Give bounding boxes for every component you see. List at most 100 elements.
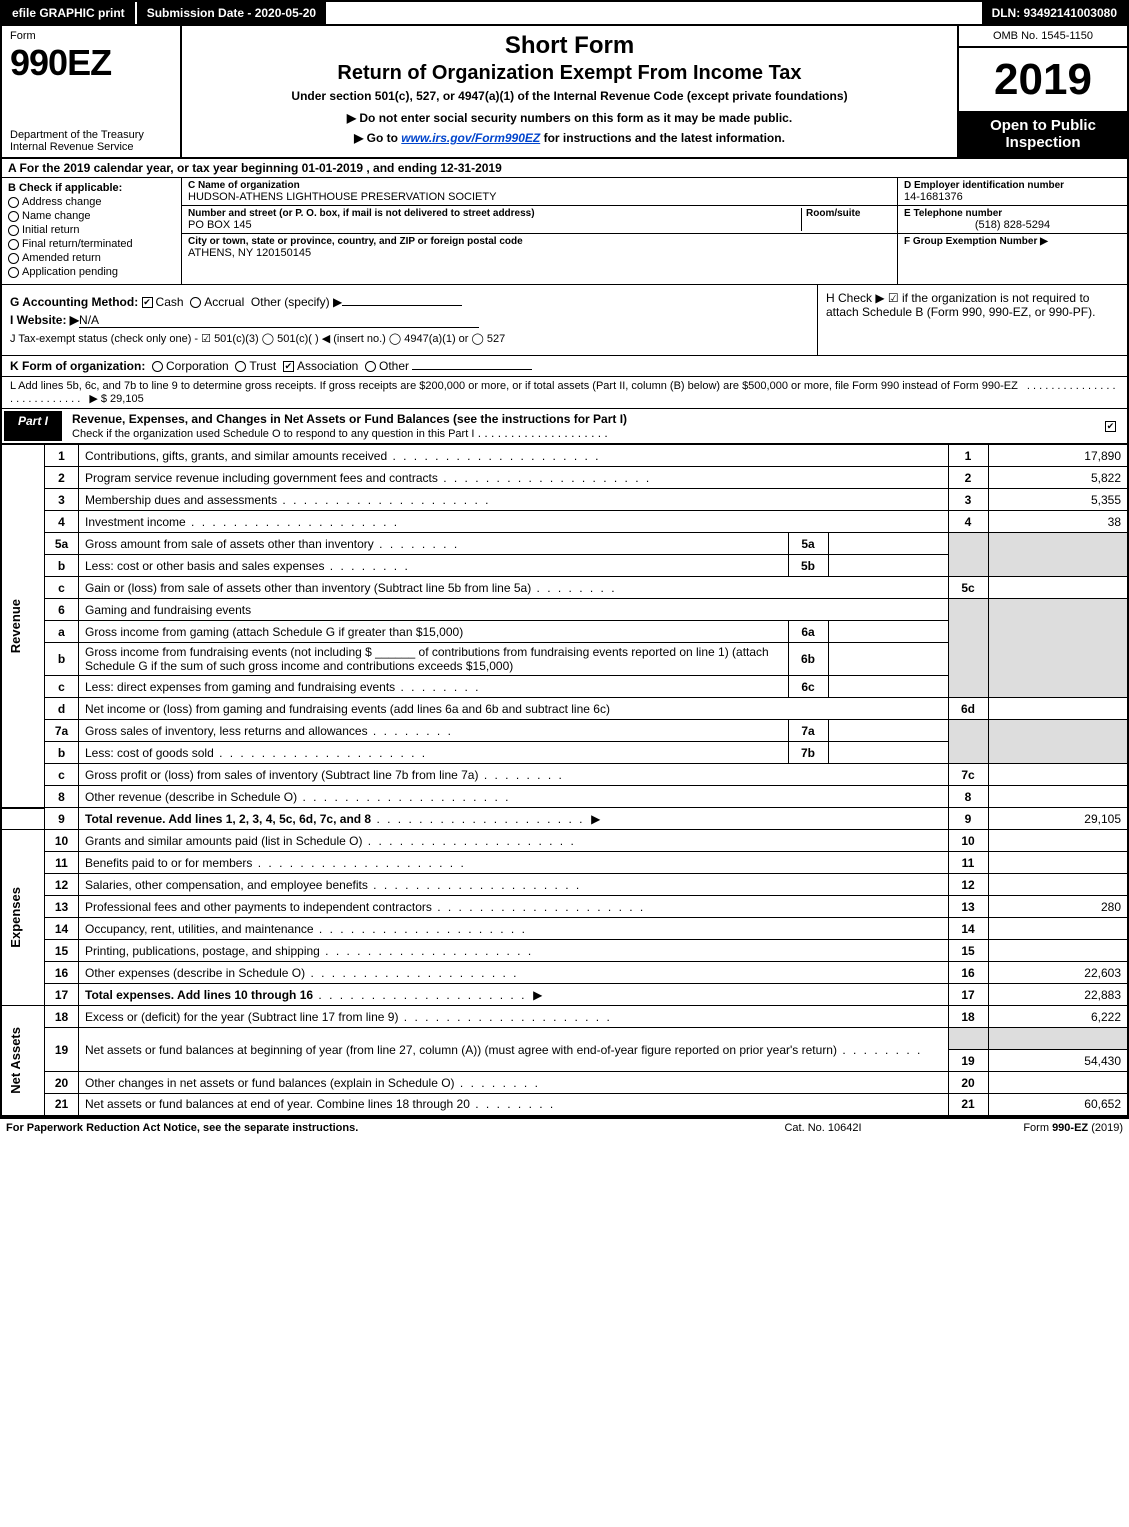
l6d-amt (988, 698, 1128, 720)
l6-num: 6 (45, 599, 79, 621)
part1-title: Revenue, Expenses, and Changes in Net As… (68, 409, 1097, 443)
cb-corp[interactable] (152, 361, 163, 372)
l18-amt: 6,222 (988, 1006, 1128, 1028)
l4-desc: Investment income (85, 515, 399, 529)
cb-schedule-o[interactable] (1105, 421, 1116, 432)
line-k: K Form of organization: Corporation Trus… (0, 356, 1129, 377)
l5c-ln: 5c (948, 577, 988, 599)
l5c-amt (988, 577, 1128, 599)
form-label: Form (10, 30, 172, 42)
section-b: B Check if applicable: Address change Na… (2, 178, 182, 284)
header-right: OMB No. 1545-1150 2019 Open to Public In… (957, 26, 1127, 157)
side-expenses: Expenses (1, 830, 45, 1006)
l15-num: 15 (45, 940, 79, 962)
l6a-sub: 6a (788, 621, 828, 643)
l5c-desc: Gain or (loss) from sale of assets other… (85, 581, 617, 595)
l5ab-shade-amt (988, 533, 1128, 577)
cb-amended-return[interactable]: Amended return (8, 252, 175, 264)
city-value: ATHENS, NY 120150145 (188, 247, 891, 259)
l7a-num: 7a (45, 720, 79, 742)
l4-amt: 38 (988, 511, 1128, 533)
l5b-num: b (45, 555, 79, 577)
other-method-input[interactable] (342, 305, 462, 306)
part1-table: Revenue 1 Contributions, gifts, grants, … (0, 444, 1129, 1117)
cb-accrual[interactable] (190, 297, 201, 308)
l5b-sub: 5b (788, 555, 828, 577)
l20-desc: Other changes in net assets or fund bala… (85, 1076, 540, 1090)
cb-initial-return[interactable]: Initial return (8, 224, 175, 236)
l7b-sub: 7b (788, 742, 828, 764)
l17-desc: Total expenses. Add lines 10 through 16 (85, 988, 313, 1002)
l6d-num: d (45, 698, 79, 720)
l14-ln: 14 (948, 918, 988, 940)
l3-amt: 5,355 (988, 489, 1128, 511)
efile-print-button[interactable]: efile GRAPHIC print (2, 2, 137, 24)
open-to-public: Open to Public Inspection (959, 111, 1127, 157)
l8-amt (988, 786, 1128, 808)
note-link-pre: ▶ Go to (354, 131, 401, 145)
line-h: H Check ▶ ☑ if the organization is not r… (826, 291, 1119, 319)
l6c-desc: Less: direct expenses from gaming and fu… (85, 680, 481, 694)
ghij-left: G Accounting Method: Cash Accrual Other … (2, 285, 817, 355)
l18-ln: 18 (948, 1006, 988, 1028)
l21-ln: 21 (948, 1094, 988, 1116)
l8-num: 8 (45, 786, 79, 808)
l15-amt (988, 940, 1128, 962)
l12-desc: Salaries, other compensation, and employ… (85, 878, 581, 892)
cb-trust[interactable] (235, 361, 246, 372)
note-link: ▶ Go to www.irs.gov/Form990EZ for instru… (192, 131, 947, 145)
cb-address-change[interactable]: Address change (8, 196, 175, 208)
l21-amt: 60,652 (988, 1094, 1128, 1116)
title-short-form: Short Form (192, 32, 947, 60)
l6b-desc: Gross income from fundraising events (no… (79, 643, 789, 676)
group-exemption-label: F Group Exemption Number ▶ (904, 236, 1121, 247)
cb-assoc[interactable] (283, 361, 294, 372)
cb-cash[interactable] (142, 297, 153, 308)
l17-ln: 17 (948, 984, 988, 1006)
other-org-input[interactable] (412, 369, 532, 370)
ghij-right: H Check ▶ ☑ if the organization is not r… (817, 285, 1127, 355)
cb-name-change[interactable]: Name change (8, 210, 175, 222)
l10-num: 10 (45, 830, 79, 852)
l21-num: 21 (45, 1094, 79, 1116)
l13-amt: 280 (988, 896, 1128, 918)
l7a-desc: Gross sales of inventory, less returns a… (85, 724, 453, 738)
l21-desc: Net assets or fund balances at end of ye… (85, 1097, 555, 1111)
l14-num: 14 (45, 918, 79, 940)
l3-num: 3 (45, 489, 79, 511)
l5a-desc: Gross amount from sale of assets other t… (85, 537, 459, 551)
cb-other-org[interactable] (365, 361, 376, 372)
l3-desc: Membership dues and assessments (85, 493, 490, 507)
l7a-sub: 7a (788, 720, 828, 742)
cb-application-pending[interactable]: Application pending (8, 266, 175, 278)
l5a-sub: 5a (788, 533, 828, 555)
l9-num: 9 (45, 808, 79, 830)
line-j: J Tax-exempt status (check only one) - ☑… (10, 332, 809, 345)
l17-num: 17 (45, 984, 79, 1006)
l5b-val (828, 555, 948, 577)
cb-final-return[interactable]: Final return/terminated (8, 238, 175, 250)
entity-block: B Check if applicable: Address change Na… (0, 178, 1129, 285)
org-name: HUDSON-ATHENS LIGHTHOUSE PRESERVATION SO… (188, 191, 891, 203)
l7b-desc: Less: cost of goods sold (85, 746, 427, 760)
header-left: Form 990EZ Department of the Treasury In… (2, 26, 182, 157)
l11-desc: Benefits paid to or for members (85, 856, 466, 870)
line-l-amount: ▶ $ 29,105 (89, 393, 143, 405)
l7-shade (948, 720, 988, 764)
department-label: Department of the Treasury Internal Reve… (10, 129, 172, 153)
room-label: Room/suite (806, 208, 891, 219)
tel-value: (518) 828-5294 (904, 219, 1121, 231)
form-header: Form 990EZ Department of the Treasury In… (0, 26, 1129, 159)
form-number: 990EZ (10, 42, 172, 84)
l5b-desc: Less: cost or other basis and sales expe… (85, 559, 410, 573)
l12-num: 12 (45, 874, 79, 896)
l13-num: 13 (45, 896, 79, 918)
l20-num: 20 (45, 1072, 79, 1094)
part1-header: Part I Revenue, Expenses, and Changes in… (0, 409, 1129, 444)
l6-desc: Gaming and fundraising events (79, 599, 949, 621)
ein-value: 14-1681376 (904, 191, 1121, 203)
irs-link[interactable]: www.irs.gov/Form990EZ (401, 131, 540, 145)
l14-desc: Occupancy, rent, utilities, and maintena… (85, 922, 527, 936)
l6a-desc: Gross income from gaming (attach Schedul… (79, 621, 789, 643)
period-row: A For the 2019 calendar year, or tax yea… (0, 159, 1129, 178)
